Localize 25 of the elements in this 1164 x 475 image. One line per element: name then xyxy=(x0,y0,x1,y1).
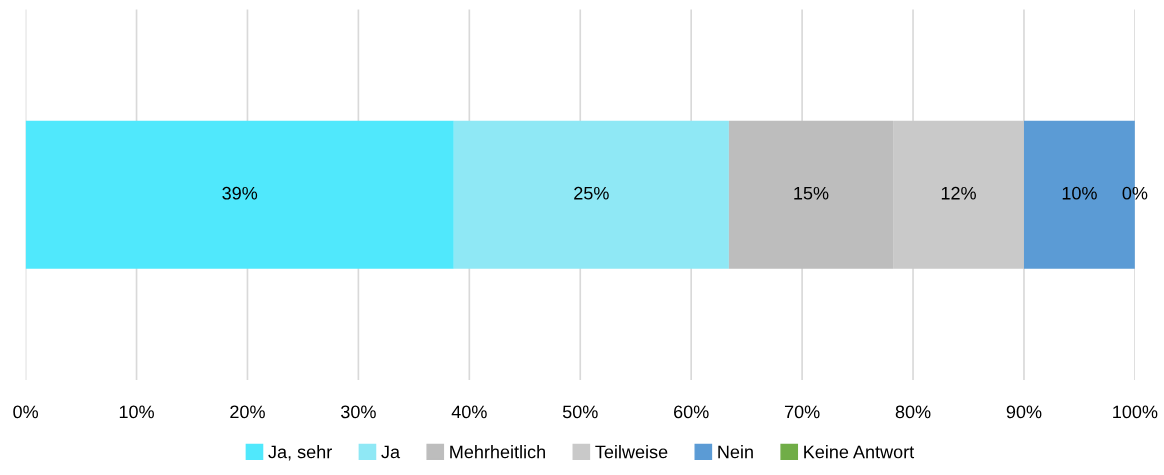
legend-label: Mehrheitlich xyxy=(450,445,545,459)
legend-label: Nein xyxy=(718,445,753,459)
x-tick-label: 10% xyxy=(119,405,154,419)
data-label: 39% xyxy=(222,186,258,200)
x-tick-label: 90% xyxy=(1006,405,1042,419)
data-label: 0% xyxy=(1122,186,1148,200)
legend-label: Ja xyxy=(381,445,401,459)
x-tick-label: 70% xyxy=(784,405,820,419)
legend-label: Teilweise xyxy=(595,445,668,459)
data-label: 15% xyxy=(794,186,829,200)
data-label: 25% xyxy=(574,186,609,200)
bar xyxy=(453,120,729,269)
x-tick-label: 50% xyxy=(562,405,598,419)
x-tick-label: 100% xyxy=(1113,405,1158,419)
data-label: 10% xyxy=(1062,186,1097,200)
x-tick-label: 80% xyxy=(895,405,931,419)
bar xyxy=(25,120,454,269)
x-tick-label: 60% xyxy=(674,405,709,419)
x-tick-label: 40% xyxy=(451,405,487,419)
x-tick-label: 0% xyxy=(13,405,39,419)
x-tick-label: 30% xyxy=(341,405,376,419)
x-tick-label: 20% xyxy=(230,405,265,419)
legend-label: Ja, sehr xyxy=(268,445,332,461)
data-label: 12% xyxy=(941,186,976,200)
legend-label: Keine Antwort xyxy=(804,445,915,459)
